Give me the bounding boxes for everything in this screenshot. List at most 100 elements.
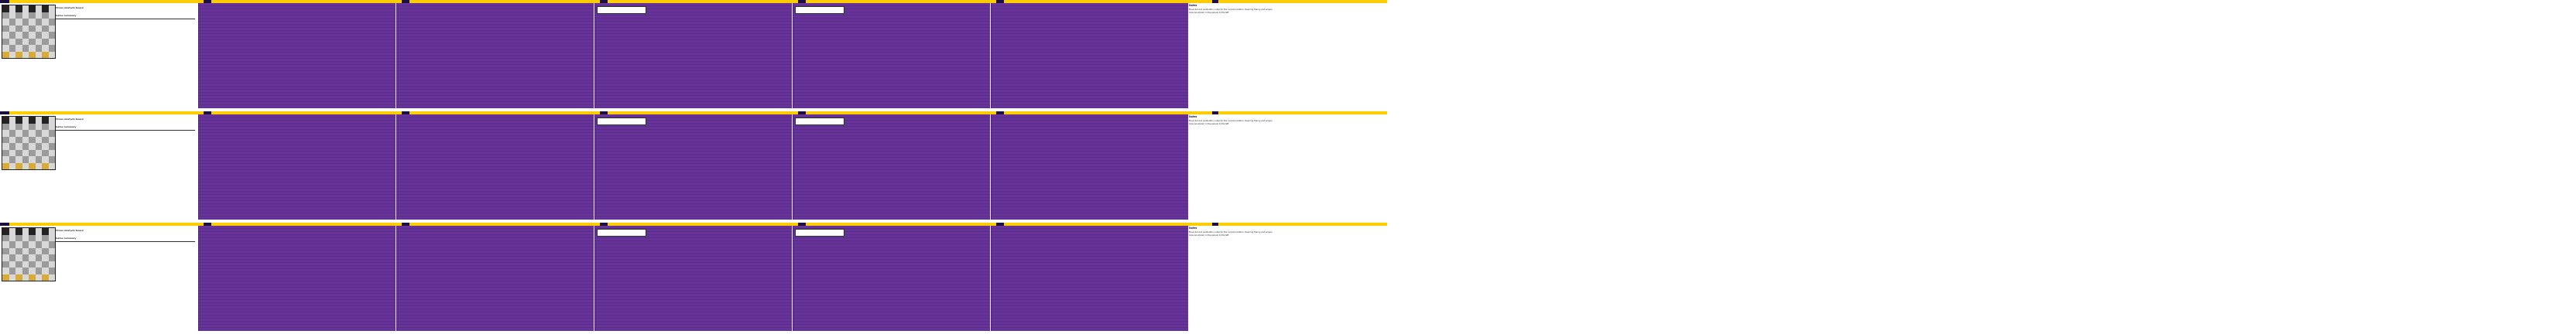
board-square[interactable] [22, 241, 29, 248]
panel-tab[interactable] [600, 223, 608, 226]
panel-tab[interactable] [996, 111, 1004, 114]
board-square[interactable] [48, 123, 55, 130]
board-square[interactable] [9, 274, 15, 281]
board-square[interactable] [42, 143, 49, 150]
board-square[interactable] [9, 123, 15, 130]
chess-board[interactable] [2, 5, 56, 59]
board-square[interactable] [35, 247, 42, 254]
board-square[interactable] [48, 117, 55, 124]
board-square[interactable] [48, 247, 55, 254]
board-square[interactable] [2, 261, 9, 268]
board-square[interactable] [35, 117, 42, 124]
board-square[interactable] [42, 268, 49, 274]
board-square[interactable] [35, 268, 42, 274]
board-square[interactable] [15, 130, 22, 137]
board-square[interactable] [2, 25, 9, 32]
panel-input-field[interactable] [795, 229, 844, 237]
panel-tab[interactable] [798, 223, 806, 226]
board-square[interactable] [22, 274, 29, 281]
board-square[interactable] [29, 162, 36, 169]
panel-tab[interactable] [204, 223, 211, 226]
panel-input-field[interactable] [795, 6, 844, 14]
board-square[interactable] [48, 136, 55, 143]
board-square[interactable] [35, 123, 42, 130]
board-square[interactable] [9, 156, 15, 163]
board-square[interactable] [15, 268, 22, 274]
analysis-panel[interactable] [991, 223, 1188, 331]
board-square[interactable] [15, 261, 22, 268]
board-square[interactable] [48, 254, 55, 261]
analysis-panel[interactable] [793, 0, 990, 108]
board-square[interactable] [29, 12, 36, 19]
board-square[interactable] [2, 162, 9, 169]
board-square[interactable] [48, 51, 55, 58]
board-square[interactable] [35, 254, 42, 261]
board-square[interactable] [42, 136, 49, 143]
board-square[interactable] [35, 45, 42, 52]
panel-tab[interactable] [798, 0, 806, 3]
board-square[interactable] [35, 32, 42, 39]
board-square[interactable] [22, 12, 29, 19]
board-square[interactable] [42, 12, 49, 19]
board-square[interactable] [9, 32, 15, 39]
board-square[interactable] [42, 234, 49, 241]
panel-tab[interactable] [798, 111, 806, 114]
board-square[interactable] [22, 25, 29, 32]
board-square[interactable] [48, 25, 55, 32]
board-square[interactable] [22, 5, 29, 12]
board-square[interactable] [15, 136, 22, 143]
board-square[interactable] [35, 162, 42, 169]
board-square[interactable] [15, 123, 22, 130]
board-square[interactable] [15, 247, 22, 254]
board-square[interactable] [9, 234, 15, 241]
side-tab[interactable] [1212, 0, 1218, 3]
panel-tab[interactable] [600, 111, 608, 114]
side-tab[interactable] [1212, 111, 1218, 114]
board-square[interactable] [48, 32, 55, 39]
board-square[interactable] [35, 261, 42, 268]
menu-tab[interactable] [0, 0, 9, 3]
board-square[interactable] [35, 143, 42, 150]
board-square[interactable] [35, 38, 42, 45]
board-square[interactable] [2, 117, 9, 124]
board-square[interactable] [29, 38, 36, 45]
board-square[interactable] [42, 247, 49, 254]
board-square[interactable] [42, 25, 49, 32]
board-square[interactable] [48, 162, 55, 169]
board-square[interactable] [9, 38, 15, 45]
board-square[interactable] [22, 19, 29, 26]
panel-tab[interactable] [600, 0, 608, 3]
board-square[interactable] [15, 254, 22, 261]
board-square[interactable] [29, 136, 36, 143]
board-square[interactable] [29, 130, 36, 137]
board-square[interactable] [29, 123, 36, 130]
analysis-panel[interactable] [793, 111, 990, 220]
board-square[interactable] [42, 228, 49, 235]
panel-input-field[interactable] [597, 6, 646, 14]
board-square[interactable] [2, 228, 9, 235]
board-square[interactable] [35, 234, 42, 241]
board-square[interactable] [2, 234, 9, 241]
analysis-panel[interactable] [793, 223, 990, 331]
board-square[interactable] [2, 19, 9, 26]
panel-tab[interactable] [996, 223, 1004, 226]
board-square[interactable] [42, 254, 49, 261]
board-square[interactable] [35, 274, 42, 281]
panel-input-field[interactable] [597, 118, 646, 125]
board-square[interactable] [22, 136, 29, 143]
panel-input-field[interactable] [795, 118, 844, 125]
panel-tab[interactable] [402, 223, 409, 226]
board-square[interactable] [29, 25, 36, 32]
board-square[interactable] [48, 149, 55, 156]
board-square[interactable] [48, 268, 55, 274]
board-square[interactable] [9, 247, 15, 254]
board-square[interactable] [48, 38, 55, 45]
board-square[interactable] [22, 268, 29, 274]
board-square[interactable] [22, 117, 29, 124]
board-square[interactable] [29, 241, 36, 248]
board-square[interactable] [48, 45, 55, 52]
board-square[interactable] [42, 241, 49, 248]
board-square[interactable] [42, 5, 49, 12]
board-square[interactable] [29, 149, 36, 156]
board-square[interactable] [22, 143, 29, 150]
